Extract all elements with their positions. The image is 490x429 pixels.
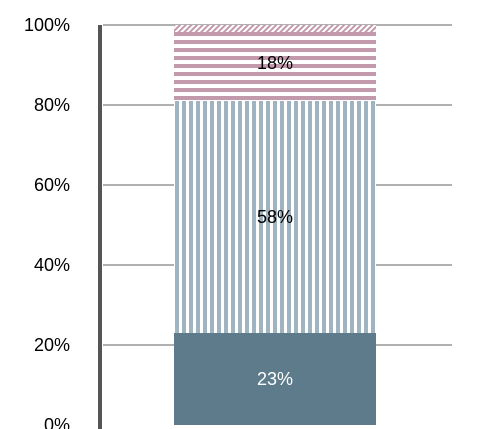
y-tick-label: 80% — [34, 95, 70, 115]
bar-segment — [174, 333, 376, 425]
y-tick-label: 0% — [44, 415, 70, 429]
data-label: 58% — [257, 207, 293, 227]
bar-top-cap — [174, 25, 376, 32]
y-tick-label: 100% — [24, 15, 70, 35]
bar-stack — [174, 25, 376, 425]
y-tick-label: 20% — [34, 335, 70, 355]
bar-segment — [174, 25, 376, 101]
y-tick-label: 40% — [34, 255, 70, 275]
y-axis: 0% 20% 40% 60% 80% 100% — [24, 15, 102, 429]
y-tick-label: 60% — [34, 175, 70, 195]
data-label: 18% — [257, 53, 293, 73]
data-labels: 23% 58% 18% — [257, 53, 293, 389]
bar-segment — [174, 101, 376, 333]
data-label: 23% — [257, 369, 293, 389]
